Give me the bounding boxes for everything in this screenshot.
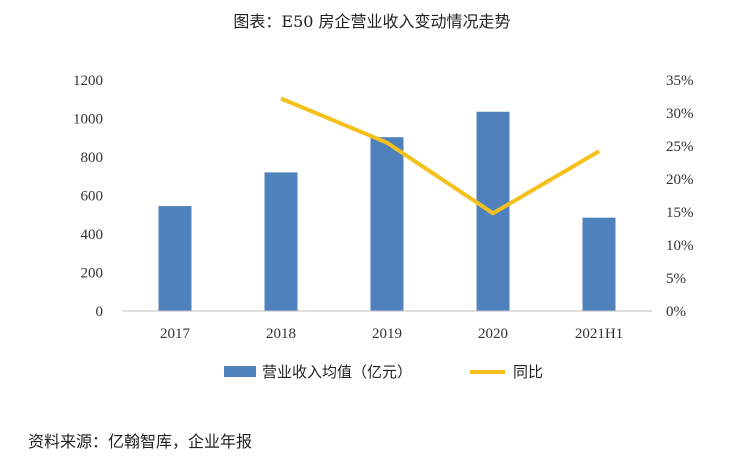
y-right-tick-label: 5% bbox=[666, 271, 686, 287]
bar-2018 bbox=[264, 172, 298, 311]
y-right-tick-label: 20% bbox=[666, 172, 694, 188]
y-right-tick-label: 30% bbox=[666, 106, 694, 122]
y-left-tick-label: 0 bbox=[96, 304, 104, 320]
legend-line-label: 同比 bbox=[513, 363, 543, 381]
y-left-tick-label: 800 bbox=[81, 150, 104, 166]
bar-2019 bbox=[370, 137, 404, 311]
legend-bar-label: 营业收入均值（亿元） bbox=[262, 363, 412, 381]
y-right-tick-label: 0% bbox=[666, 304, 686, 320]
y-left-tick-label: 1000 bbox=[73, 112, 103, 128]
line-series-yoy bbox=[280, 96, 601, 216]
y-right-tick-label: 15% bbox=[666, 205, 694, 221]
chart-title: 图表：E50 房企营业收入变动情况走势 bbox=[233, 12, 511, 31]
x-tick-label: 2018 bbox=[266, 326, 296, 342]
bar-2017 bbox=[158, 206, 192, 311]
source-note: 资料来源：亿翰智库，企业年报 bbox=[28, 432, 253, 451]
bar-2021H1 bbox=[582, 217, 616, 311]
x-tick-label: 2020 bbox=[478, 326, 508, 342]
y-left-tick-label: 400 bbox=[81, 227, 104, 243]
x-tick-label: 2017 bbox=[160, 326, 191, 342]
y-left-tick-label: 600 bbox=[81, 189, 104, 205]
y-right-tick-label: 25% bbox=[666, 139, 694, 155]
y-right-tick-label: 35% bbox=[666, 73, 694, 89]
legend-bar-swatch bbox=[224, 366, 256, 377]
x-tick-label: 2021H1 bbox=[575, 326, 623, 342]
x-tick-label: 2019 bbox=[372, 326, 402, 342]
y-right-tick-label: 10% bbox=[666, 238, 694, 254]
y-left-tick-label: 200 bbox=[81, 266, 104, 282]
y-left-tick-label: 1200 bbox=[73, 73, 103, 89]
